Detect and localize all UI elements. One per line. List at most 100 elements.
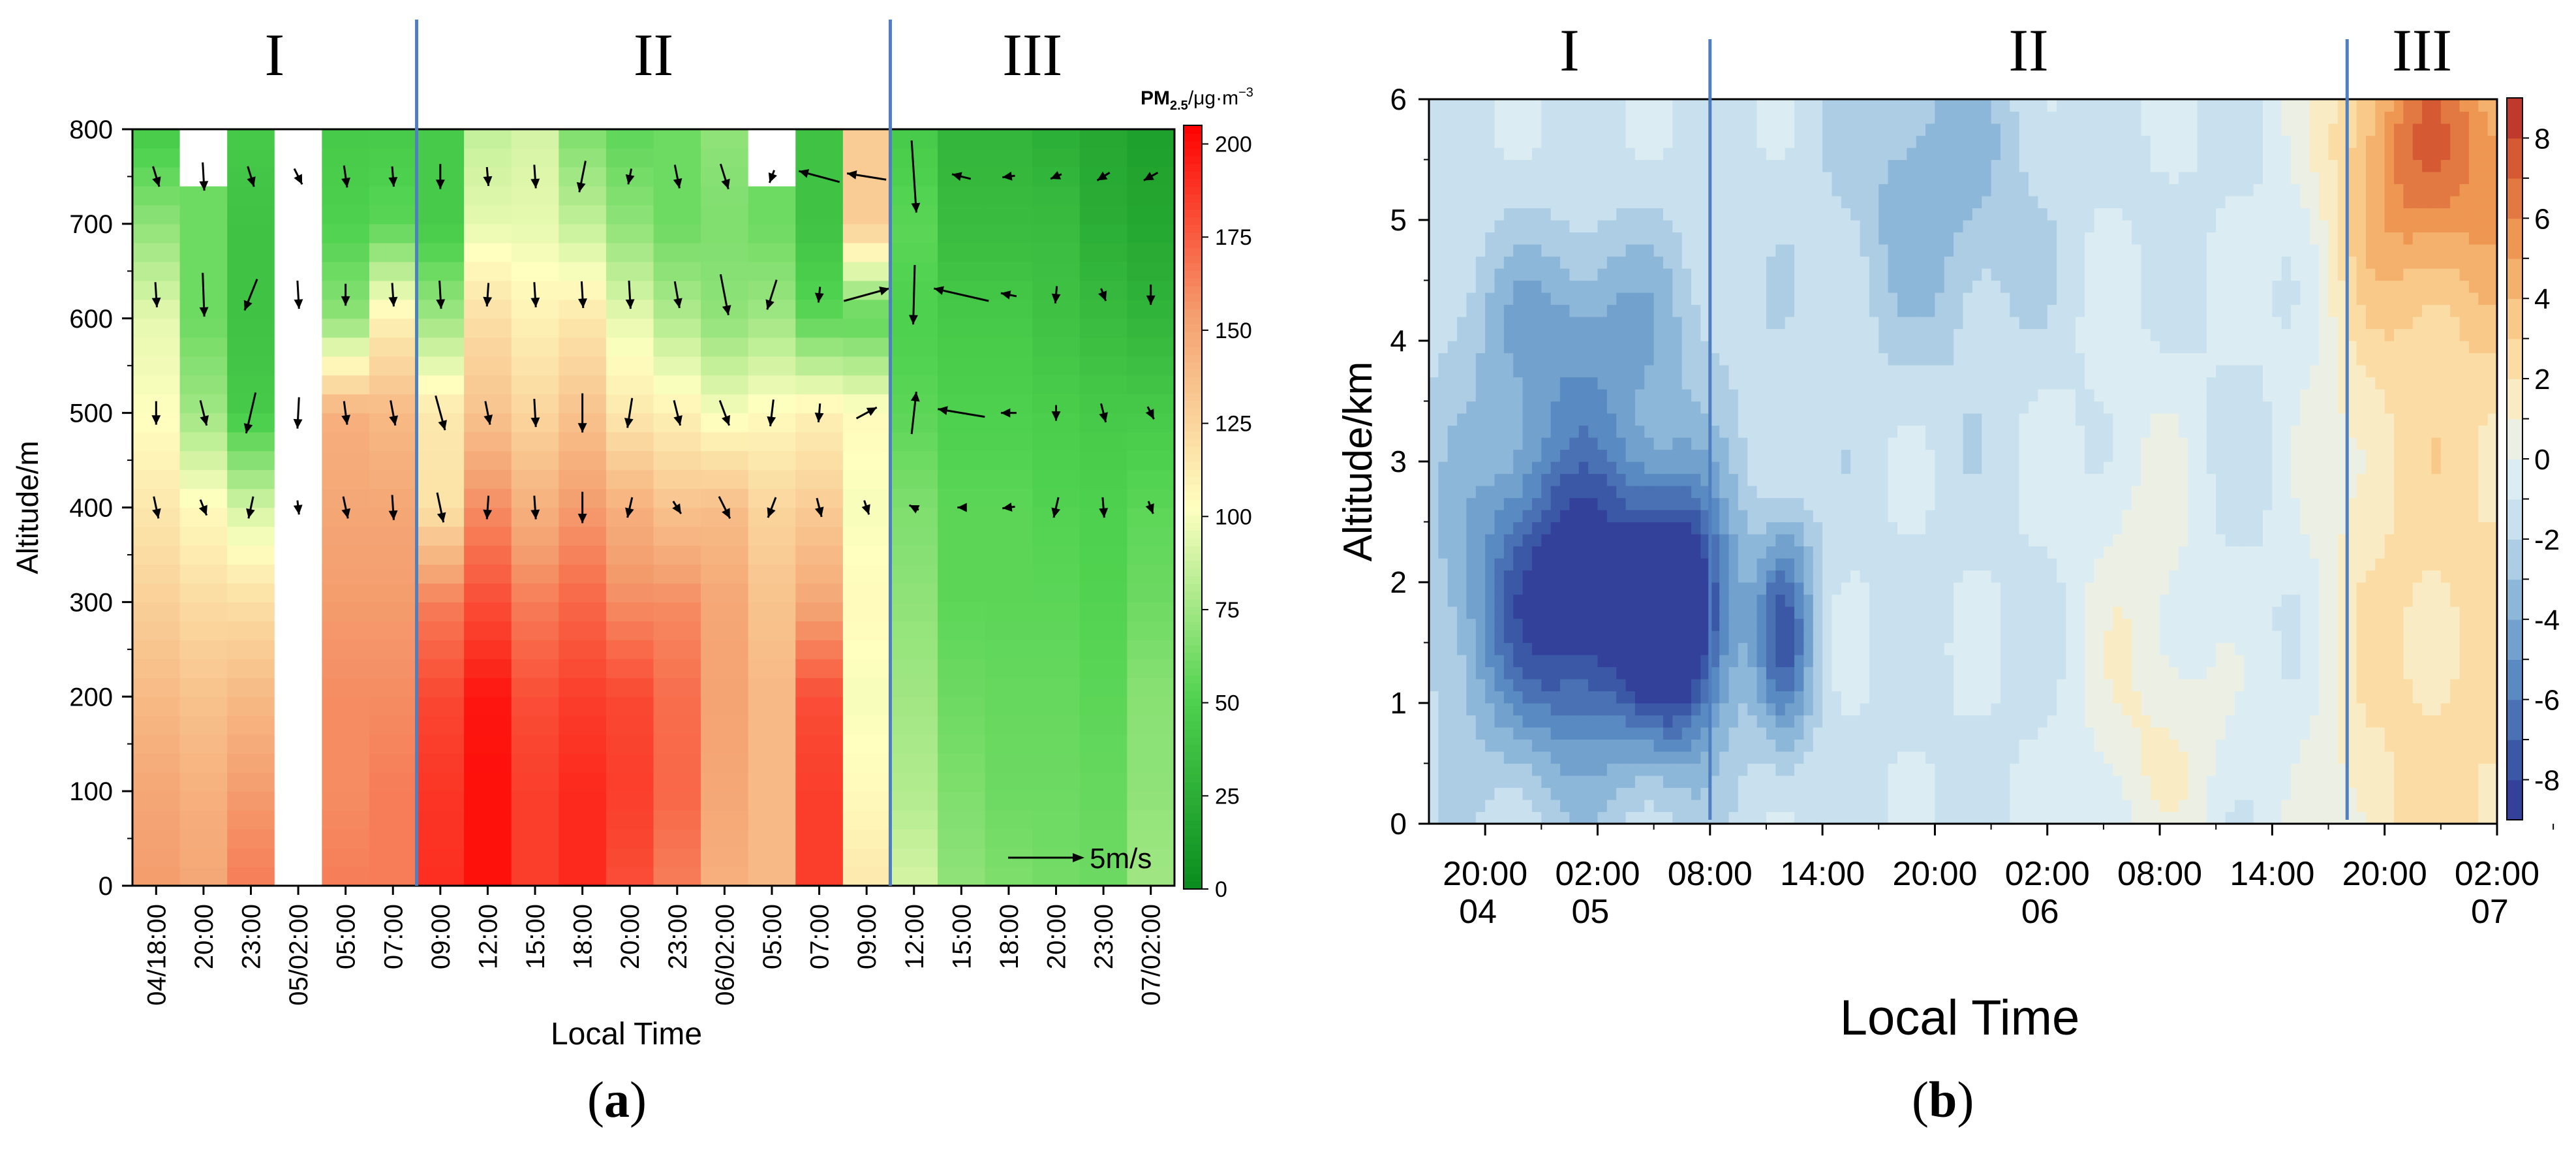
contour-cell bbox=[1625, 679, 1636, 692]
contour-cell bbox=[1756, 256, 1767, 269]
contour-cell bbox=[1588, 232, 1599, 245]
contour-cell bbox=[1625, 473, 1636, 486]
contour-cell bbox=[1569, 280, 1580, 293]
contour-cell bbox=[1907, 208, 1917, 221]
contour-cell bbox=[1653, 280, 1664, 293]
contour-cell bbox=[1438, 148, 1449, 161]
contour-cell bbox=[2000, 425, 2010, 438]
contour-cell bbox=[1850, 800, 1861, 813]
contour-cell bbox=[1972, 425, 1982, 438]
contour-cell bbox=[1653, 304, 1664, 317]
contour-cell bbox=[1475, 642, 1486, 655]
contour-cell bbox=[1832, 352, 1842, 366]
contour-cell bbox=[1569, 437, 1580, 450]
heatmap-cell bbox=[653, 148, 701, 168]
contour-cell bbox=[1457, 292, 1467, 305]
contour-cell bbox=[2000, 679, 2010, 692]
heatmap-cell bbox=[938, 223, 986, 243]
heatmap-cell bbox=[369, 148, 418, 168]
contour-cell bbox=[1475, 486, 1486, 499]
heatmap-cell bbox=[748, 583, 796, 602]
contour-cell bbox=[1803, 473, 1814, 486]
contour-cell bbox=[1963, 111, 1973, 124]
heatmap-cell bbox=[748, 867, 796, 886]
contour-cell bbox=[1888, 594, 1898, 607]
contour-cell bbox=[1794, 352, 1804, 366]
contour-cell bbox=[1794, 148, 1804, 161]
contour-cell bbox=[1925, 148, 1936, 161]
heatmap-cell bbox=[1127, 318, 1175, 338]
contour-cell bbox=[1663, 666, 1673, 679]
contour-cell bbox=[1907, 655, 1917, 668]
contour-cell bbox=[1925, 703, 1936, 716]
contour-cell bbox=[1616, 642, 1627, 655]
contour-cell bbox=[1475, 111, 1486, 124]
contour-cell bbox=[1878, 691, 1889, 704]
heatmap-cell bbox=[274, 375, 322, 395]
contour-cell bbox=[1578, 280, 1589, 293]
contour-cell bbox=[1719, 208, 1730, 221]
contour-cell bbox=[1822, 558, 1833, 571]
contour-cell bbox=[1578, 401, 1589, 414]
contour-cell bbox=[2000, 220, 2010, 233]
contour-cell bbox=[1982, 473, 1992, 486]
contour-cell bbox=[1832, 172, 1842, 185]
contour-cell bbox=[1878, 401, 1889, 414]
heatmap-cell bbox=[890, 621, 938, 640]
heatmap-cell bbox=[1079, 356, 1128, 376]
contour-cell bbox=[1531, 679, 1542, 692]
contour-cell bbox=[1954, 703, 1964, 716]
heatmap-cell bbox=[606, 356, 654, 376]
contour-cell bbox=[1738, 763, 1748, 776]
contour-cell bbox=[1672, 497, 1683, 510]
heatmap-cell bbox=[416, 129, 465, 149]
contour-cell bbox=[1907, 341, 1917, 354]
contour-cell bbox=[1935, 679, 1945, 692]
contour-cell bbox=[1916, 570, 1926, 583]
contour-cell bbox=[1775, 99, 1786, 112]
contour-cell bbox=[1531, 473, 1542, 486]
contour-cell bbox=[1550, 425, 1561, 438]
contour-cell bbox=[1710, 787, 1720, 800]
contour-cell bbox=[1954, 473, 1964, 486]
contour-cell bbox=[1681, 208, 1692, 221]
contour-cell bbox=[1878, 437, 1889, 450]
contour-cell bbox=[1691, 679, 1702, 692]
contour-cell bbox=[1935, 510, 1945, 523]
contour-cell bbox=[1700, 811, 1711, 824]
heatmap-cell bbox=[369, 715, 418, 735]
heatmap-cell bbox=[132, 848, 181, 867]
contour-cell bbox=[1728, 642, 1739, 655]
contour-cell bbox=[1560, 389, 1570, 402]
heatmap-cell bbox=[701, 659, 749, 678]
contour-cell bbox=[1663, 642, 1673, 655]
heatmap-cell bbox=[1079, 129, 1128, 149]
contour-cell bbox=[1700, 208, 1711, 221]
contour-cell bbox=[1653, 775, 1664, 788]
colorbar-a-segment bbox=[1184, 377, 1202, 386]
contour-cell bbox=[1634, 800, 1645, 813]
contour-cell bbox=[1447, 256, 1458, 269]
heatmap-cell bbox=[938, 678, 986, 697]
heatmap-cell bbox=[559, 204, 607, 225]
contour-cell bbox=[1710, 280, 1720, 293]
wind-vector-head bbox=[624, 418, 634, 428]
contour-cell bbox=[1588, 582, 1599, 595]
contour-cell bbox=[2000, 727, 2010, 740]
contour-cell bbox=[1756, 486, 1767, 499]
contour-cell bbox=[1560, 292, 1570, 305]
contour-cell bbox=[1869, 800, 1879, 813]
contour-cell bbox=[1860, 461, 1870, 475]
contour-cell bbox=[1785, 522, 1795, 535]
contour-cell bbox=[1681, 244, 1692, 257]
contour-cell bbox=[1822, 148, 1833, 161]
contour-cell bbox=[1710, 256, 1720, 269]
contour-cell bbox=[1850, 99, 1861, 112]
contour-cell bbox=[1944, 655, 1954, 668]
contour-cell bbox=[1691, 280, 1702, 293]
contour-cell bbox=[1850, 220, 1861, 233]
contour-cell bbox=[1841, 522, 1851, 535]
contour-cell bbox=[1588, 413, 1599, 426]
contour-cell bbox=[1550, 763, 1561, 776]
contour-cell bbox=[1935, 775, 1945, 788]
